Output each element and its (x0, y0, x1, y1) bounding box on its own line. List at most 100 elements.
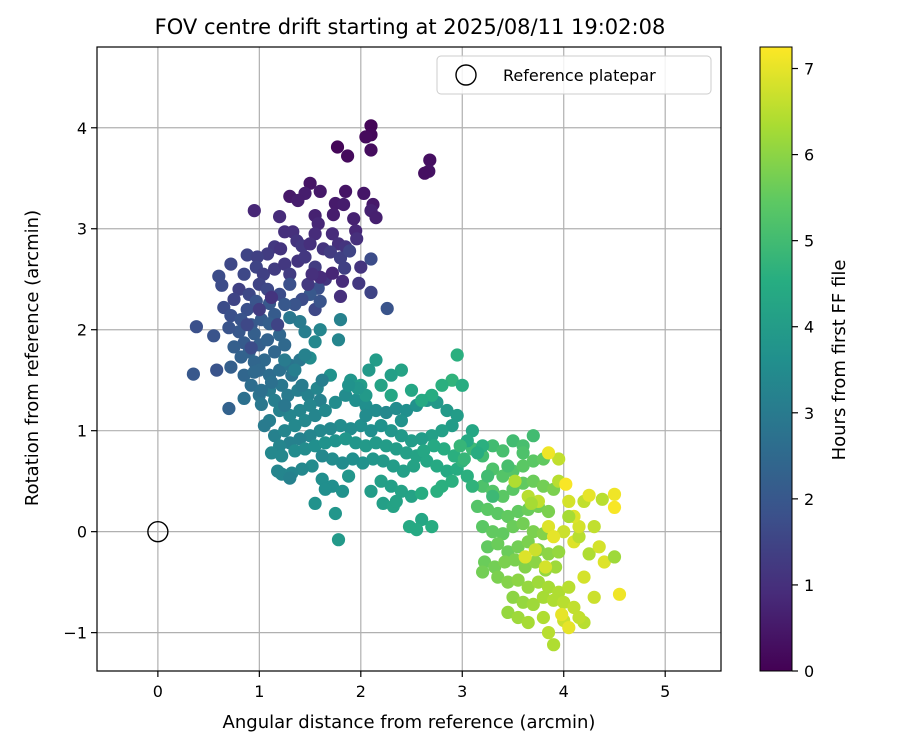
colorbar-tick-label: 3 (804, 404, 814, 423)
scatter-point (224, 360, 238, 374)
scatter-point (298, 250, 312, 264)
scatter-point (240, 318, 254, 332)
scatter-point (298, 348, 312, 362)
scatter-point (384, 368, 398, 382)
scatter-point (404, 489, 419, 503)
scatter-point (303, 176, 317, 190)
scatter-point (415, 512, 429, 527)
scatter-point (326, 208, 340, 222)
scatter-point (536, 479, 551, 493)
scatter-point (359, 408, 373, 423)
scatter-point (607, 487, 622, 501)
scatter-point (278, 424, 292, 438)
scatter-point (557, 595, 571, 609)
scatter-point (273, 328, 287, 342)
scatter-point (333, 289, 348, 303)
scatter-point (389, 401, 403, 416)
scatter-point (440, 403, 454, 418)
scatter-point (308, 439, 322, 453)
scatter-point (491, 570, 505, 584)
scatter-point (501, 575, 515, 589)
scatter-point (325, 452, 339, 466)
chart-title: FOV centre drift starting at 2025/08/11 … (155, 15, 666, 39)
scatter-point (308, 227, 322, 241)
scatter-point (528, 555, 542, 569)
scatter-point (359, 439, 373, 453)
y-tick-label: 2 (77, 321, 87, 340)
scatter-point (283, 267, 297, 281)
scatter-point (359, 398, 373, 412)
scatter-point (331, 533, 346, 547)
scatter-point (407, 459, 421, 473)
scatter-point (318, 403, 332, 418)
legend-label-reference-platepar: Reference platepar (503, 66, 656, 85)
scatter-point (341, 149, 355, 163)
scatter-point (376, 496, 390, 510)
scatter-point (264, 375, 279, 389)
scatter-point (508, 553, 522, 567)
scatter-point (291, 193, 305, 208)
scatter-point (293, 432, 307, 446)
scatter-point (435, 378, 449, 392)
scatter-point (389, 494, 403, 508)
scatter-point (541, 520, 556, 534)
scatter-point (339, 184, 353, 198)
scatter-point (460, 469, 474, 483)
scatter-point (207, 329, 221, 343)
scatter-point (430, 459, 444, 473)
y-tick-label: 4 (77, 119, 87, 138)
scatter-point (303, 398, 317, 412)
scatter-point (288, 419, 302, 433)
scatter-point (283, 311, 297, 325)
scatter-point (354, 419, 368, 433)
scatter-point (278, 338, 292, 352)
scatter-point (313, 393, 327, 407)
scatter-point (303, 237, 317, 251)
scatter-point (339, 388, 353, 402)
scatter-point (425, 388, 439, 402)
scatter-point (541, 446, 556, 460)
plot-frame (96, 46, 722, 672)
scatter-point (399, 403, 414, 418)
scatter-point (268, 429, 282, 443)
scatter-point (328, 395, 342, 409)
scatter-point (430, 484, 444, 498)
scatter-point (597, 555, 611, 569)
scatter-point (476, 520, 490, 534)
scatter-point (337, 197, 351, 212)
scatter-point (349, 436, 363, 450)
scatter-point (352, 276, 366, 290)
scatter-point (244, 341, 258, 355)
scatter-point (254, 383, 268, 397)
colorbar-tick-label: 6 (804, 146, 814, 165)
scatter-point (445, 373, 459, 387)
scatter-point (227, 292, 241, 306)
scatter-point (335, 456, 350, 470)
scatter-point (215, 278, 229, 292)
y-tick-label: 0 (77, 523, 87, 542)
scatter-point (526, 429, 540, 443)
scatter-point (227, 340, 241, 354)
scatter-point (547, 530, 561, 544)
scatter-point (222, 321, 236, 335)
scatter-point (288, 444, 302, 458)
scatter-point (313, 294, 327, 308)
scatter-point (344, 422, 358, 436)
scatter-point (506, 434, 520, 448)
scatter-point (328, 506, 342, 521)
scatter-point (268, 262, 282, 276)
scatter-point (541, 626, 556, 640)
scatter-point (384, 479, 398, 493)
scatter-point (247, 365, 261, 379)
scatter-point (275, 378, 289, 392)
scatter-point (374, 419, 388, 433)
scatter-point (404, 383, 419, 397)
scatter-point (339, 432, 353, 446)
reference-platepar-point (147, 520, 169, 543)
scatter-point (338, 261, 352, 275)
scatter-point (257, 419, 271, 433)
scatter-point (298, 442, 312, 456)
scatter-point (335, 274, 350, 288)
scatter-point (252, 302, 266, 317)
